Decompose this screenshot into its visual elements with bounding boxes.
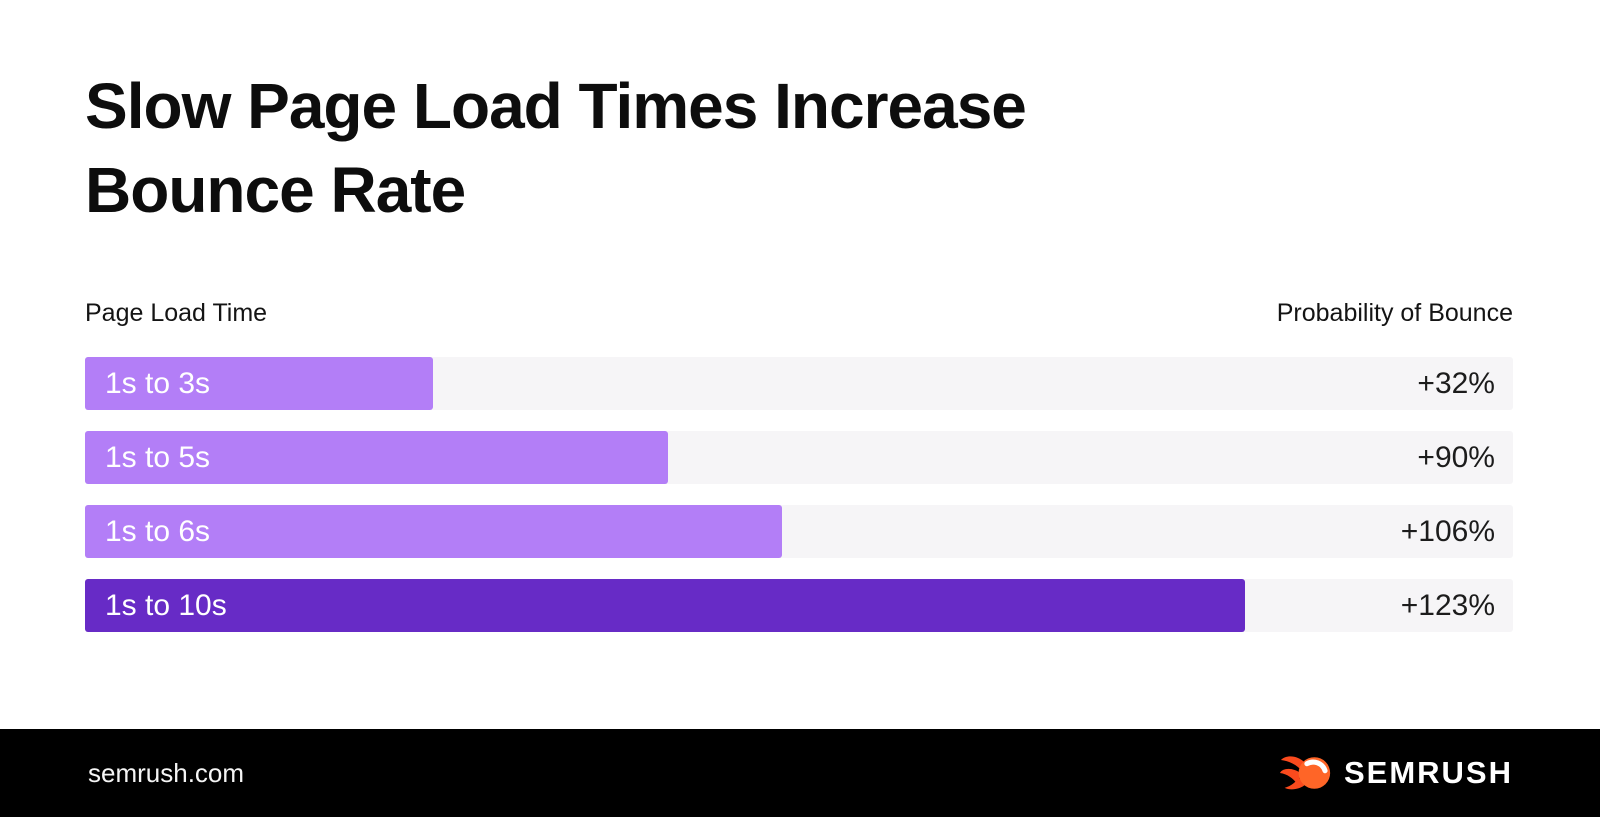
right-column-header: Probability of Bounce [1276,299,1513,327]
bar-value: +106% [1400,514,1495,548]
bar-row: 1s to 3s +32% [85,357,1513,410]
bar-label: 1s to 5s [105,440,211,474]
bar-value: +90% [1417,440,1495,474]
left-column-header: Page Load Time [85,299,268,327]
bar-row: 1s to 10s +123% [85,579,1513,632]
bar-fill: 1s to 3s [85,357,434,410]
bar-label: 1s to 6s [105,514,211,548]
bar-row: 1s to 5s +90% [85,431,1513,484]
title-line-1: Slow Page Load Times Increase [85,70,1027,142]
semrush-logo: SEMRUSH [1279,753,1513,793]
brand-wordmark: SEMRUSH [1343,755,1513,790]
bar-fill: 1s to 10s [85,579,1245,632]
bar-label: 1s to 10s [105,588,227,622]
page-title: Slow Page Load Times Increase Bounce Rat… [85,64,1027,232]
bar-row: 1s to 6s +106% [85,505,1513,558]
footer-bar: semrush.com SEMRUSH [0,729,1600,817]
column-headers: Page Load Time Probability of Bounce [85,299,1513,328]
footer-url: semrush.com [88,757,245,788]
semrush-flame-icon [1279,756,1331,790]
bar-fill: 1s to 5s [85,431,668,484]
title-line-2: Bounce Rate [85,154,466,226]
bar-label: 1s to 3s [105,366,211,400]
bar-chart: 1s to 3s +32% 1s to 5s +90% 1s to 6s +10… [85,357,1513,653]
bar-fill: 1s to 6s [85,505,782,558]
bar-value: +123% [1400,588,1495,622]
bar-value: +32% [1417,366,1495,400]
